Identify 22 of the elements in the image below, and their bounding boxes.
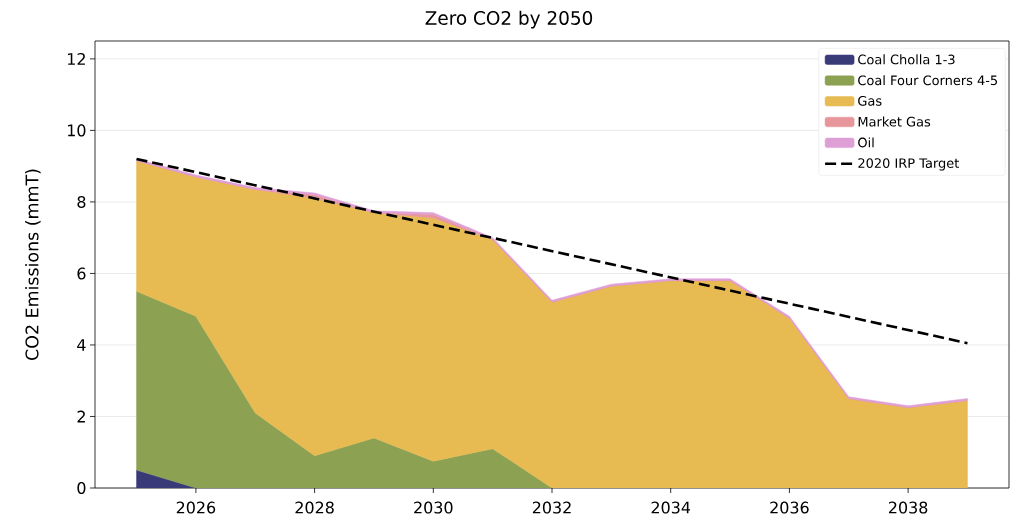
y-tick-label: 6 xyxy=(77,267,86,280)
legend-label: Coal Cholla 1-3 xyxy=(858,54,955,65)
y-tick-label: 4 xyxy=(77,339,86,351)
y-axis-title: CO2 Emissions (mmT) xyxy=(25,169,41,360)
legend-label: 2020 IRP Target xyxy=(858,158,959,171)
y-tick-label: 8 xyxy=(77,195,86,208)
legend-label: Coal Four Corners 4-5 xyxy=(858,75,998,86)
x-tick-label: 2038 xyxy=(889,501,928,514)
legend-label: Gas xyxy=(858,95,882,106)
x-tick-label: 2036 xyxy=(770,501,809,514)
x-tick-label: 2026 xyxy=(176,501,216,514)
x-tick-label: 2028 xyxy=(295,501,334,514)
y-tick-label: 0 xyxy=(77,481,86,495)
legend-label: Market Gas xyxy=(858,116,931,127)
legend-label: Oil xyxy=(858,137,874,148)
y-tick-label: 12 xyxy=(67,52,85,65)
y-tick-label: 2 xyxy=(77,410,85,423)
chart-title: Zero CO2 by 2050 xyxy=(425,10,593,29)
x-tick-label: 2030 xyxy=(414,501,453,514)
y-tick-label: 10 xyxy=(67,124,86,137)
x-tick-label: 2032 xyxy=(532,501,571,514)
x-tick-label: 2034 xyxy=(651,501,691,514)
